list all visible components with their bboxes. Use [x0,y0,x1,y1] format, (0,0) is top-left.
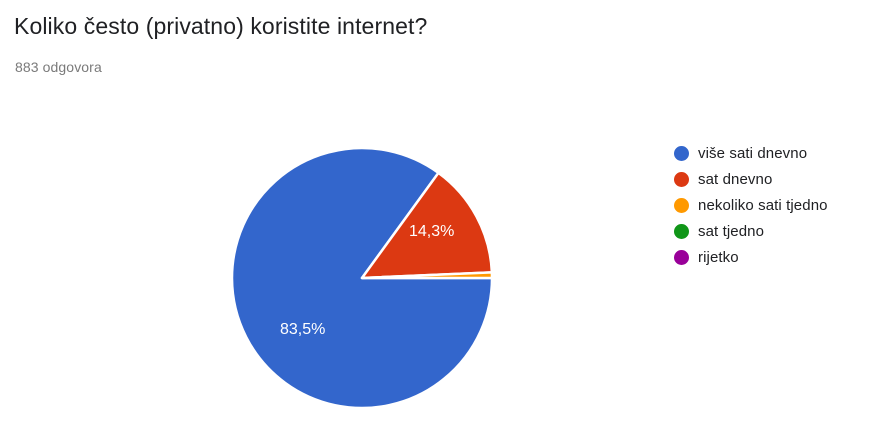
pie-slice-sat-dnevno[interactable] [360,171,494,280]
legend-item-rijetko[interactable]: rijetko [674,244,884,270]
pie-chart-area: 83,5% 14,3% više sati dnevno sat dnevno … [0,96,887,426]
circle-swatch-icon [674,197,689,213]
response-count: 883 odgovora [15,59,102,75]
circle-swatch-icon [674,145,689,161]
circle-swatch-icon [674,223,689,239]
legend-item-nekoliko-sati-tjedno[interactable]: nekoliko sati tjedno [674,192,884,218]
legend-item-label: nekoliko sati tjedno [698,196,828,214]
legend-item-label: sat tjedno [698,222,765,240]
legend-item-label: više sati dnevno [698,144,808,162]
circle-swatch-icon [674,171,689,187]
slice-label-vise-sati-dnevno: 83,5% [280,321,325,338]
legend-item-label: sat dnevno [698,170,773,188]
page-title: Koliko često (privatno) koristite intern… [14,13,428,39]
pie-chart: 83,5% 14,3% [230,146,494,410]
circle-swatch-icon [674,249,689,265]
legend-item-label: rijetko [698,248,739,266]
slice-label-sat-dnevno: 14,3% [409,223,454,240]
legend-item-vise-sati-dnevno[interactable]: više sati dnevno [674,140,884,166]
chart-legend: više sati dnevno sat dnevno nekoliko sat… [674,140,884,270]
legend-item-sat-tjedno[interactable]: sat tjedno [674,218,884,244]
pie-slice-nekoliko-sati-tjedno[interactable] [360,271,494,280]
pie-chart-svg: 83,5% 14,3% [230,146,494,410]
legend-item-sat-dnevno[interactable]: sat dnevno [674,166,884,192]
